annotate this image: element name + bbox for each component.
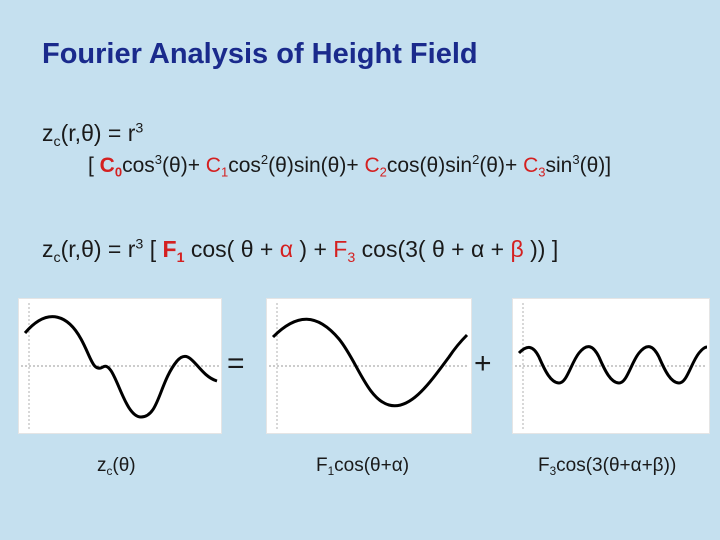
caption-zc-a: z	[97, 455, 107, 476]
caption-f1-a: F	[316, 455, 328, 476]
caption-f1: F1cos(θ+α)	[316, 455, 409, 478]
term3: cos(θ)sin	[386, 153, 473, 177]
term2: cos	[228, 153, 261, 177]
coef-f3: F	[333, 236, 348, 262]
caption-f1-b: cos(θ+α)	[334, 455, 410, 476]
plot-f3-svg	[515, 303, 708, 429]
plot-f3	[512, 298, 710, 434]
term4-sup: 3	[572, 152, 580, 167]
equation-general: zc(r,θ) = r3	[42, 120, 143, 150]
plot-zc	[18, 298, 222, 434]
eq1-power: 3	[135, 120, 144, 137]
term3-sup: 2	[472, 152, 480, 167]
term4: sin	[545, 153, 573, 177]
caption-f1-sub: 1	[327, 465, 335, 479]
caption-f3-sub: 3	[549, 465, 557, 479]
curve-f1	[271, 317, 469, 408]
term2-sup: 2	[260, 152, 269, 167]
curve-f3	[517, 345, 708, 385]
coef-c1-sub: 1	[220, 164, 229, 180]
plot-f1	[266, 298, 472, 434]
coef-f3-sub: 3	[347, 249, 356, 266]
caption-f3-a: F	[538, 455, 550, 476]
caption-f3: F3cos(3(θ+α+β))	[538, 455, 676, 478]
coef-f1: F	[162, 236, 177, 262]
coef-c0-sub: 0	[114, 164, 123, 180]
eq1-lhs-sub: c	[53, 133, 61, 150]
eq3-args: (r,θ) = r	[60, 236, 136, 262]
symbol-alpha: α	[279, 236, 294, 262]
symbol-beta: β	[510, 236, 524, 262]
eq3-close: )) ]	[523, 236, 559, 262]
eq2-open: [	[88, 153, 100, 177]
caption-zc-tail: (θ)	[112, 455, 136, 476]
eq3-lhs-sub: c	[53, 249, 61, 266]
equals-sign: =	[227, 347, 245, 380]
eq3-cos1: cos( θ +	[184, 236, 280, 262]
term4-tail: (θ)]	[579, 153, 612, 177]
coef-c1: C	[205, 153, 221, 177]
term1-sup: 3	[154, 152, 163, 167]
eq3-cos3: cos(3( θ + α +	[355, 236, 511, 262]
eq3-lhs: z	[42, 236, 54, 262]
eq1-lhs: z	[42, 120, 54, 146]
coef-c3-sub: 3	[538, 164, 546, 180]
eq3-power: 3	[135, 236, 144, 253]
term1: cos	[122, 153, 155, 177]
term2-tail: (θ)sin(θ)+	[268, 153, 365, 177]
term1-tail: (θ)+	[162, 153, 206, 177]
caption-zc-sub: c	[106, 465, 113, 479]
coef-f1-sub: 1	[176, 249, 185, 266]
equation-expansion: [ C0cos3(θ)+ C1cos2(θ)sin(θ)+ C2cos(θ)si…	[88, 152, 611, 179]
term3-tail: (θ)+	[479, 153, 524, 177]
plot-f1-svg	[269, 303, 469, 429]
coef-c3: C	[523, 153, 539, 177]
slide-title: Fourier Analysis of Height Field	[42, 38, 478, 70]
equation-fourier: zc(r,θ) = r3 [ F1 cos( θ + α ) + F3 cos(…	[42, 236, 558, 266]
plot-zc-svg	[21, 303, 219, 429]
eq3-mid: ) +	[293, 236, 334, 262]
eq3-open: [	[143, 236, 163, 262]
coef-c2: C	[364, 153, 380, 177]
curve-zc	[23, 315, 218, 419]
plus-sign: +	[474, 347, 492, 380]
eq1-args: (r,θ) = r	[60, 120, 136, 146]
caption-zc: zc(θ)	[97, 455, 136, 478]
coef-c0: C	[99, 153, 115, 177]
caption-f3-b: cos(3(θ+α+β))	[556, 455, 677, 476]
coef-c2-sub: 2	[379, 164, 387, 180]
